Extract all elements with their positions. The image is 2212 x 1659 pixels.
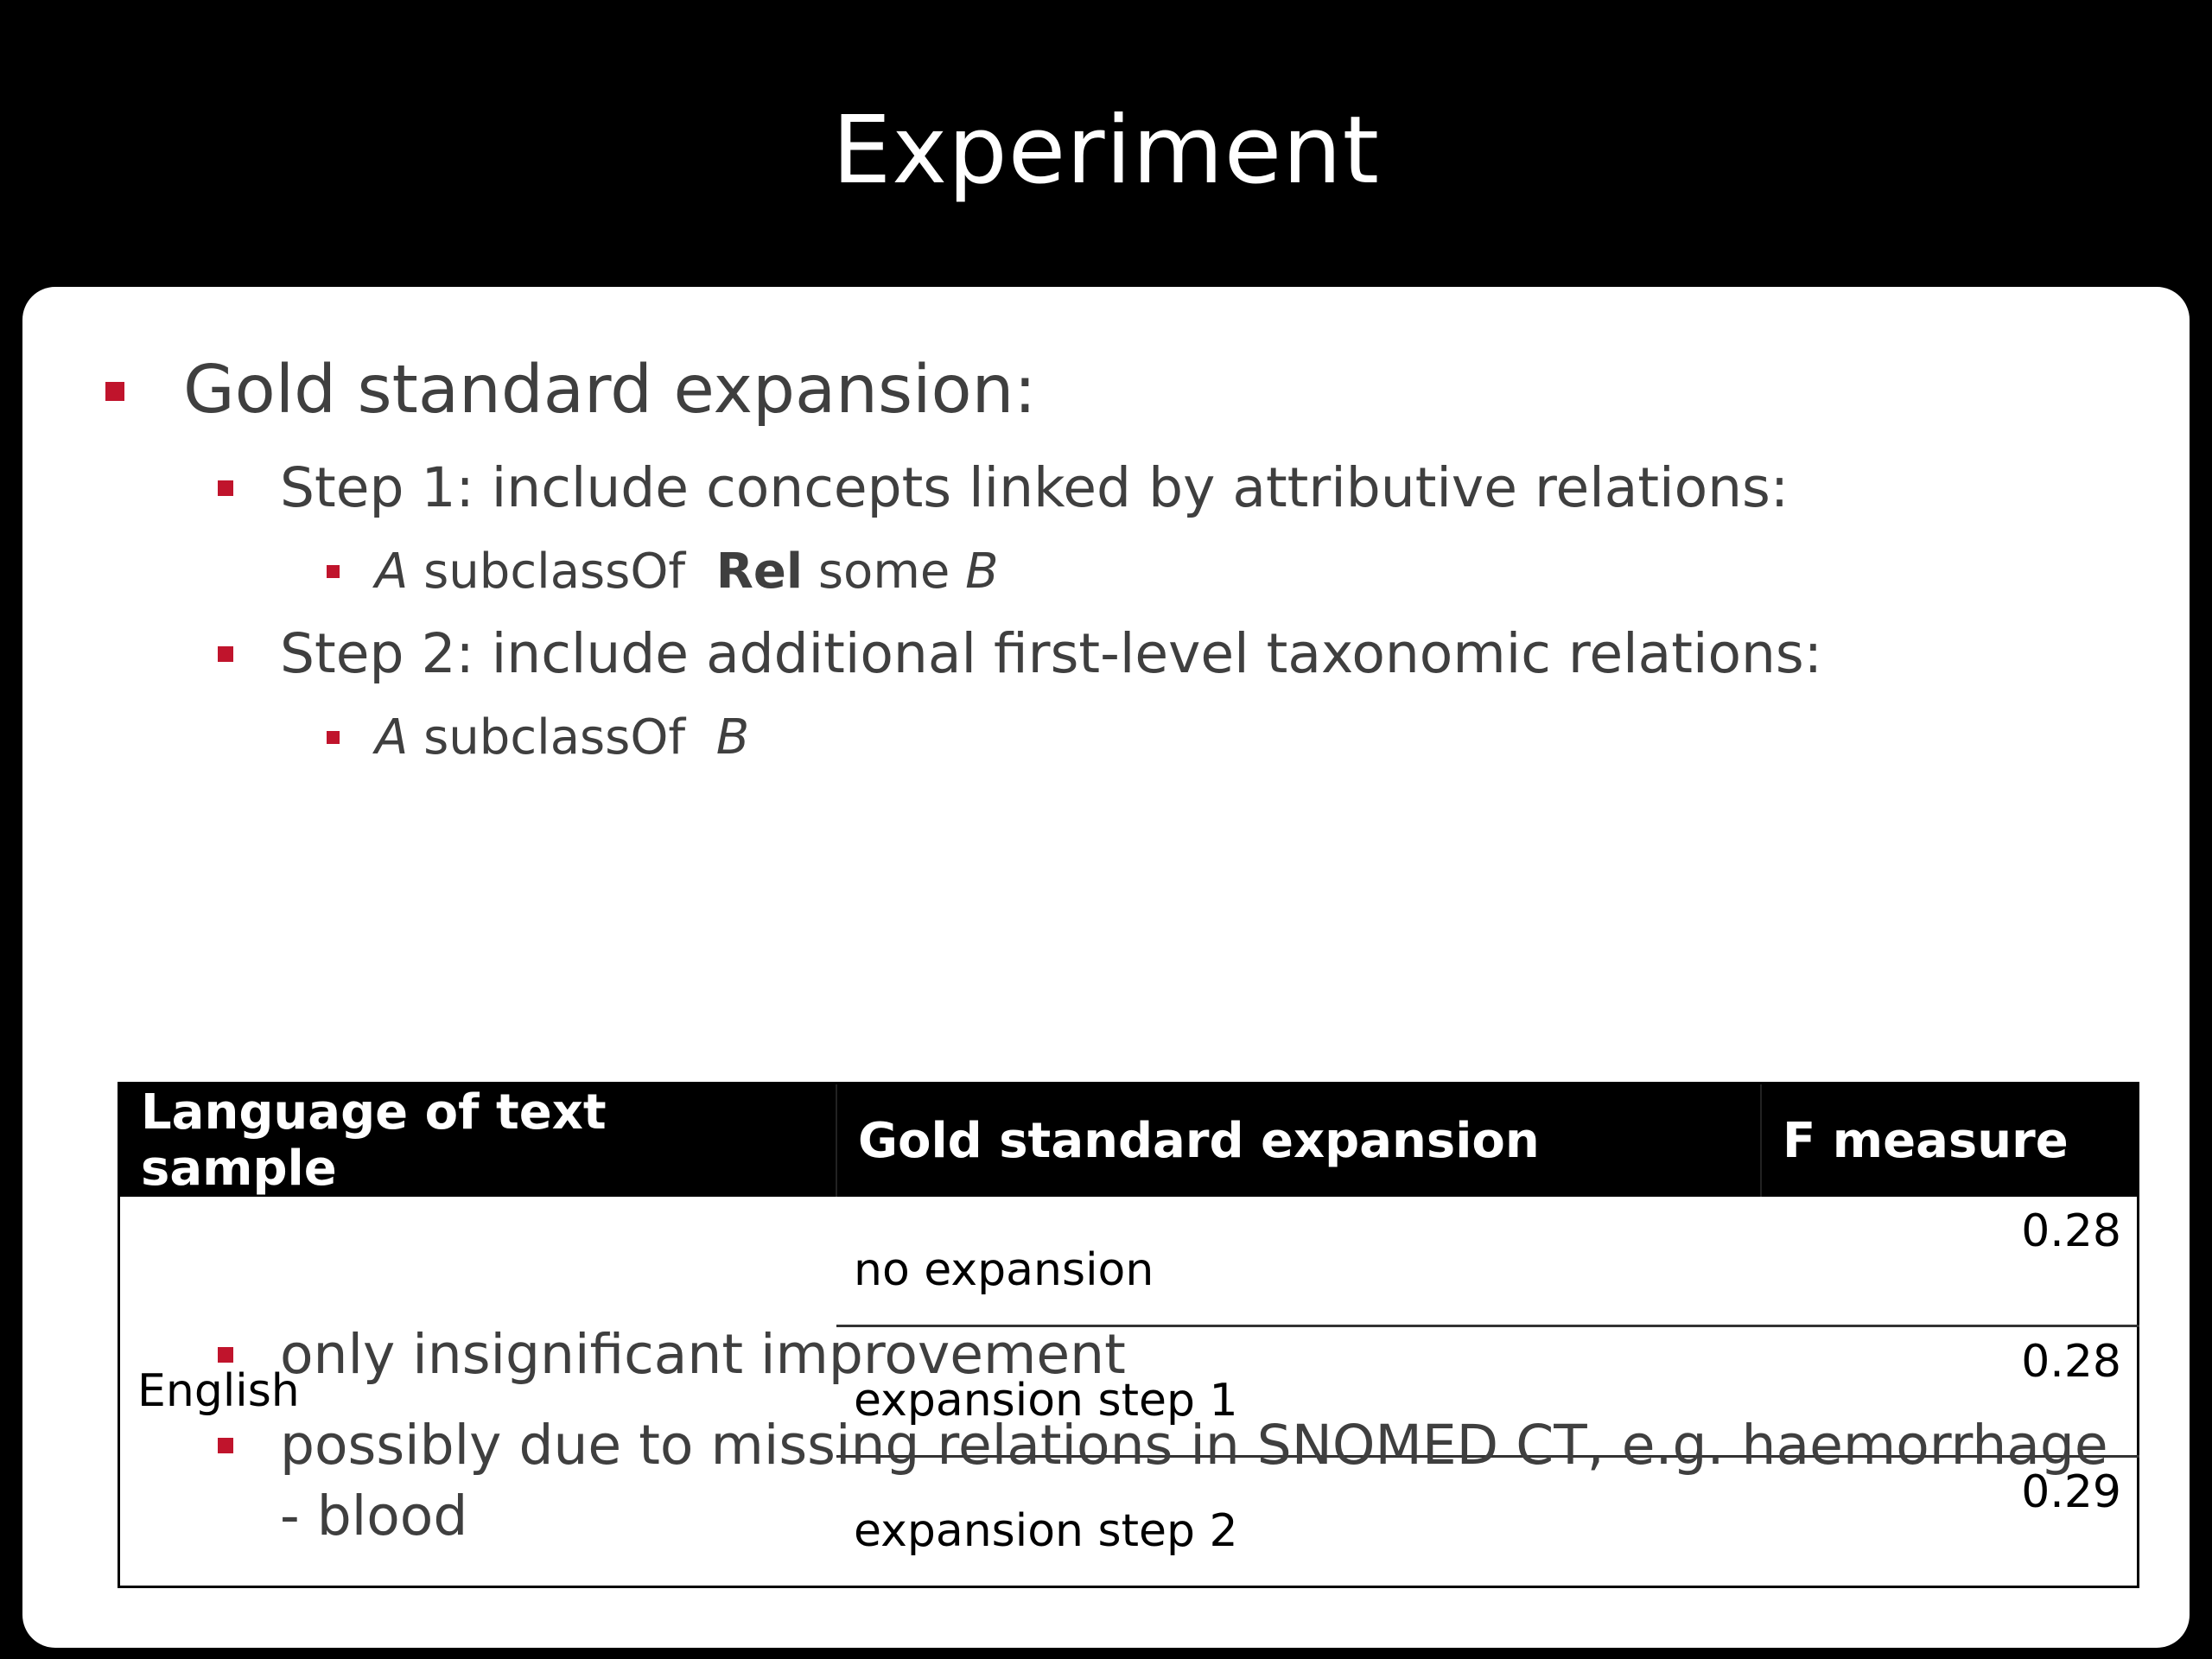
table-header-row: Language of text sample Gold standard ex… bbox=[118, 1083, 2139, 1197]
bullet-step1: Step 1: include concepts linked by attri… bbox=[218, 453, 1789, 524]
cell-language: English bbox=[137, 1365, 300, 1417]
header-f-measure: F measure bbox=[1761, 1083, 2139, 1197]
formula-subclass: subclassOf bbox=[423, 709, 686, 766]
bullet-gold-standard: Gold standard expansion: bbox=[105, 349, 1037, 432]
cell-f-measure: 0.29 bbox=[2021, 1466, 2121, 1518]
results-table: Language of text sample Gold standard ex… bbox=[118, 1082, 2139, 1588]
bullet-conclusion-1: only insignificant improvement bbox=[218, 1319, 1126, 1390]
cell-f-measure: 0.28 bbox=[1761, 1197, 2139, 1327]
header-expansion: Gold standard expansion bbox=[836, 1083, 1762, 1197]
bullet-marker-icon bbox=[218, 1347, 233, 1363]
formula-a: A bbox=[375, 709, 409, 766]
bullet-text-continued: - blood bbox=[280, 1484, 468, 1548]
bullet-text: Step 2: include additional first-level t… bbox=[280, 622, 1822, 685]
bullet-step2-formula: A subclassOf B bbox=[327, 707, 750, 769]
slide-title: Experiment bbox=[831, 97, 1380, 205]
bullet-conclusion-2: possibly due to missing relations in SNO… bbox=[218, 1410, 2108, 1552]
formula-b: B bbox=[715, 709, 750, 766]
formula-a: A bbox=[375, 543, 409, 600]
bullet-marker-icon bbox=[218, 1438, 233, 1453]
header-language: Language of text sample bbox=[118, 1083, 837, 1197]
bullet-text: possibly due to missing relations in SNO… bbox=[280, 1414, 2108, 1477]
cell-expansion: expansion step 2 bbox=[854, 1505, 1238, 1557]
content-panel: Gold standard expansion: Step 1: include… bbox=[22, 287, 2190, 1648]
bullet-step1-formula: A subclassOf Rel some B bbox=[327, 541, 999, 603]
table-row: expansion step 2 0.29 bbox=[119, 1457, 2139, 1587]
formula-subclass: subclassOf bbox=[423, 543, 686, 600]
table-row: expansion step 1 0.28 bbox=[119, 1325, 2139, 1458]
cell-expansion: expansion step 1 bbox=[836, 1325, 1761, 1458]
formula-rel: Rel bbox=[715, 543, 804, 600]
bullet-marker-icon bbox=[327, 731, 340, 744]
bullet-marker-icon bbox=[218, 646, 233, 662]
bullet-text: Gold standard expansion: bbox=[183, 352, 1037, 429]
table-row: English no expansion 0.28 bbox=[119, 1197, 2139, 1417]
bullet-marker-icon bbox=[218, 480, 233, 496]
bullet-step2: Step 2: include additional first-level t… bbox=[218, 619, 1822, 690]
cell-f-measure: 0.28 bbox=[1761, 1325, 2139, 1458]
bullet-text: only insignificant improvement bbox=[280, 1323, 1126, 1386]
formula-b: B bbox=[965, 543, 999, 600]
cell-expansion: no expansion bbox=[836, 1197, 1761, 1327]
bullet-marker-icon bbox=[105, 382, 124, 401]
bullet-text: Step 1: include concepts linked by attri… bbox=[280, 456, 1789, 519]
formula-some: some bbox=[817, 543, 950, 600]
bullet-marker-icon bbox=[327, 565, 340, 578]
